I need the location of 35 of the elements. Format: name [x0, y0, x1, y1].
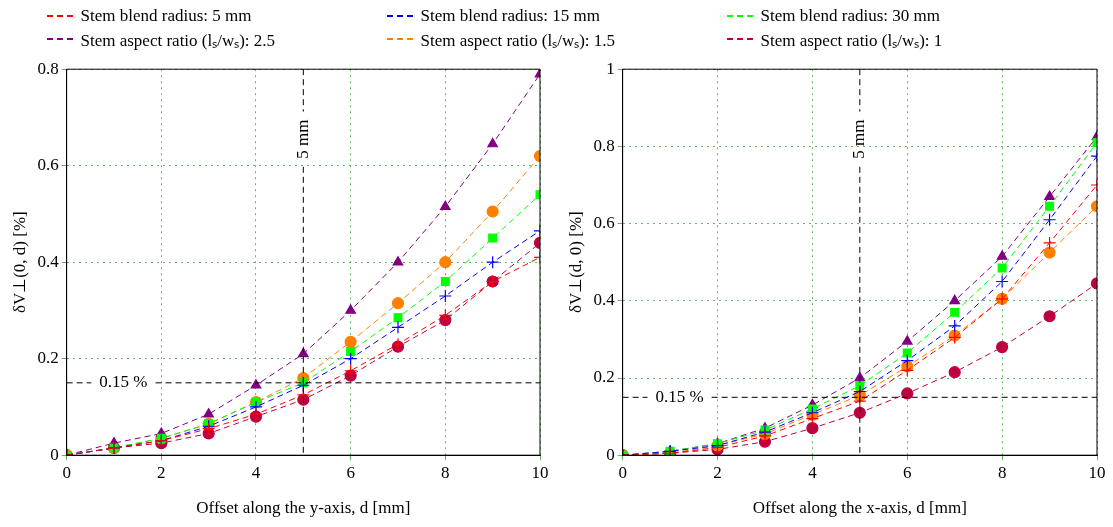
- y-axis-title: δV⊥(d, 0) [%]: [565, 211, 585, 314]
- y-tick-label: 0.6: [37, 155, 59, 175]
- y-tick-label: 0.4: [37, 251, 60, 271]
- x-axis-title: Offset along the y-axis, d [mm]: [196, 498, 411, 518]
- y-tick-label: 0: [606, 444, 615, 464]
- legend-label: Stem aspect ratio (lₛ/wₛ): 2.5: [80, 29, 276, 51]
- x-tick-label: 2: [157, 462, 166, 482]
- x-tick-label: 6: [903, 462, 912, 482]
- y-tick-label: 0.4: [593, 290, 616, 310]
- y-axis-title: δV⊥(0, d) [%]: [9, 211, 29, 314]
- y-tick-label: 0: [50, 444, 59, 464]
- x-tick-label: 8: [997, 462, 1007, 482]
- x-tick-label: 4: [808, 462, 818, 482]
- y-tick-label: 0.2: [593, 367, 615, 387]
- y-tick-label: 0.6: [593, 213, 615, 233]
- legend-label: Stem blend radius: 15 mm: [420, 5, 600, 26]
- y-tick-label: 0.8: [37, 58, 59, 78]
- ref-line-label: 0.15 %: [99, 372, 148, 392]
- legend-label: Stem blend radius: 5 mm: [80, 5, 252, 26]
- y-tick-label: 0.2: [37, 348, 59, 368]
- x-tick-label: 4: [251, 462, 261, 482]
- legend-label: Stem aspect ratio (lₛ/wₛ): 1.5: [420, 29, 616, 51]
- x-tick-label: 6: [346, 462, 355, 482]
- x-tick-label: 8: [441, 462, 450, 482]
- ref-line-label: 5 mm: [292, 119, 312, 159]
- x-tick-label: 10: [1088, 462, 1106, 482]
- legend-label: Stem blend radius: 30 mm: [760, 5, 940, 26]
- y-tick-label: 0.8: [593, 135, 615, 155]
- x-axis-title: Offset along the x-axis, d [mm]: [752, 498, 967, 518]
- ref-line-label: 5 mm: [849, 119, 869, 159]
- x-tick-label: 2: [713, 462, 722, 482]
- x-tick-label: 10: [531, 462, 549, 482]
- y-tick-label: 1: [606, 58, 615, 78]
- legend-label: Stem aspect ratio (lₛ/wₛ): 1: [760, 29, 943, 51]
- ref-line-label: 0.15 %: [655, 386, 704, 406]
